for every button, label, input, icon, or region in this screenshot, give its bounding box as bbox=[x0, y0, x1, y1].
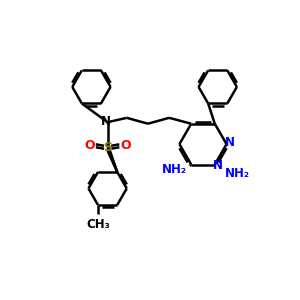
Text: CH₃: CH₃ bbox=[86, 218, 110, 231]
Text: S: S bbox=[103, 141, 112, 154]
Text: O: O bbox=[121, 139, 131, 152]
Text: N: N bbox=[225, 136, 235, 149]
Text: NH₂: NH₂ bbox=[162, 163, 187, 176]
Text: N: N bbox=[101, 115, 111, 128]
Text: NH₂: NH₂ bbox=[225, 167, 250, 180]
Text: N: N bbox=[213, 160, 223, 172]
Text: O: O bbox=[84, 139, 95, 152]
